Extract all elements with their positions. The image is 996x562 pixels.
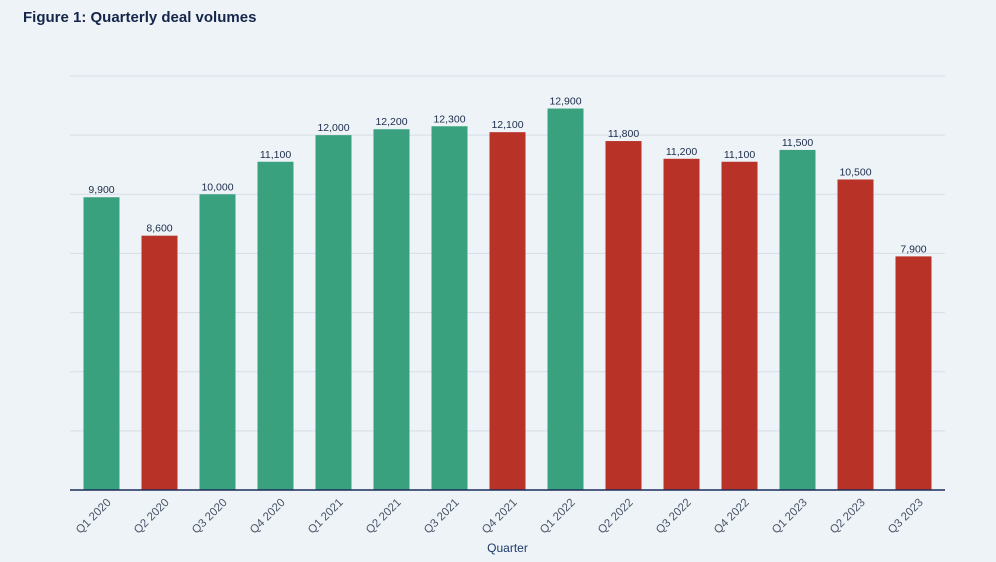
data-label: 12,200: [375, 116, 407, 128]
bar-q2-2022: [605, 141, 642, 491]
x-tick-label: Q2 2020: [132, 497, 172, 537]
x-tick-label: Q3 2021: [422, 497, 462, 537]
data-label: 12,100: [491, 119, 523, 131]
x-tick-label: Q1 2022: [538, 497, 578, 537]
data-label: 11,100: [260, 149, 291, 161]
bar-q3-2022: [663, 158, 700, 491]
bar-q4-2020: [257, 161, 294, 490]
x-tick-label: Q3 2023: [886, 497, 926, 537]
data-label: 12,900: [549, 96, 581, 108]
data-labels: 9,900 8,600 10,000 11,100 12,000 12,200 12,300…: [88, 96, 926, 256]
x-tick-label: Q4 2021: [480, 497, 520, 537]
bar-q3-2023: [895, 256, 932, 490]
x-tick-label: Q1 2020: [74, 497, 114, 537]
bars: [83, 108, 932, 491]
bar-q1-2020: [83, 197, 120, 490]
x-tick-label: Q3 2020: [190, 497, 230, 537]
x-tick-label: Q2 2022: [596, 497, 636, 537]
data-label: 12,000: [317, 122, 349, 134]
x-tick-label: Q4 2022: [712, 497, 752, 537]
bar-q3-2021: [431, 126, 468, 491]
chart-title: Figure 1: Quarterly deal volumes: [23, 9, 257, 26]
bar-q2-2021: [373, 129, 410, 490]
data-label: 11,800: [608, 128, 639, 140]
data-label: 7,900: [900, 243, 926, 255]
x-tick-label: Q2 2023: [828, 497, 868, 537]
bar-q4-2021: [489, 132, 526, 490]
x-tick-label: Q4 2020: [248, 497, 288, 537]
data-label: 11,100: [724, 149, 755, 161]
x-tick-labels: Q1 2020 Q2 2020 Q3 2020 Q4 2020 Q1 2021 Q2 20…: [74, 497, 926, 537]
bar-q1-2023: [779, 149, 816, 490]
x-tick-label: Q1 2023: [770, 497, 810, 537]
data-label: 11,200: [666, 146, 697, 158]
data-label: 10,000: [201, 181, 233, 193]
bar-q3-2020: [199, 194, 236, 491]
data-label: 8,600: [146, 223, 172, 235]
bar-q1-2022: [547, 108, 584, 491]
data-label: 11,500: [782, 137, 813, 149]
bar-q2-2023: [837, 179, 874, 490]
data-label: 9,900: [88, 184, 114, 196]
x-tick-label: Q3 2022: [654, 497, 694, 537]
x-tick-label: Q1 2021: [306, 497, 346, 537]
bar-q1-2021: [315, 135, 352, 490]
bar-q4-2022: [721, 161, 758, 490]
data-label: 10,500: [839, 167, 871, 179]
bar-q2-2020: [141, 235, 178, 490]
data-label: 12,300: [433, 113, 465, 125]
x-tick-label: Q2 2021: [364, 497, 404, 537]
x-axis-title: Quarter: [487, 541, 528, 555]
